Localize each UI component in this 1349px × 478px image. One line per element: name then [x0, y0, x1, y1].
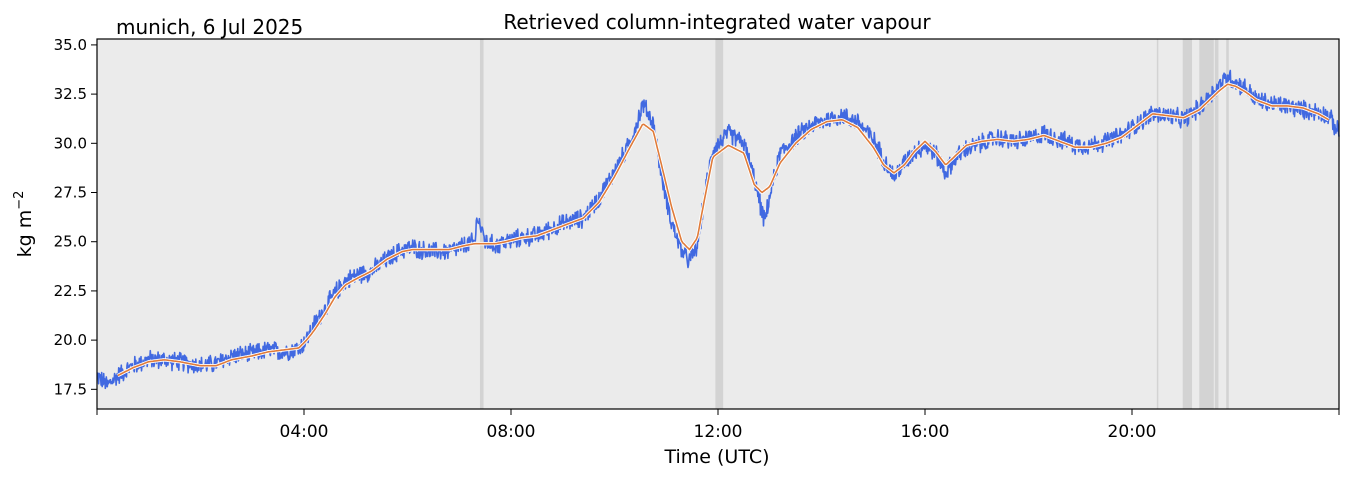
- y-axis-label: kg m−2: [12, 191, 36, 258]
- chart-title: Retrieved column-integrated water vapour: [503, 10, 931, 34]
- y-axis-label-exponent: −2: [12, 191, 27, 210]
- y-tick-label: 35.0: [54, 36, 87, 54]
- gap-band-5: [1214, 39, 1219, 409]
- x-axis-label: Time (UTC): [663, 446, 769, 468]
- y-tick-label: 17.5: [54, 380, 87, 398]
- y-tick-label: 27.5: [54, 184, 87, 202]
- gap-band-3: [1182, 39, 1193, 409]
- x-tick-label: 12:00: [694, 422, 743, 442]
- gap-band-6: [1226, 39, 1229, 409]
- location-date-label: munich, 6 Jul 2025: [116, 15, 303, 39]
- gap-band-0: [479, 39, 484, 409]
- smoothed-series-line: [117, 83, 1330, 377]
- x-tick-label: 20:00: [1108, 422, 1157, 442]
- y-tick-label: 30.0: [54, 134, 87, 152]
- gap-shading-group: [479, 39, 1229, 409]
- smoothed-series-group: [116, 82, 1330, 378]
- gap-band-1: [715, 39, 724, 409]
- x-tick-label: 08:00: [487, 422, 536, 442]
- raw-series-line: [96, 69, 1340, 390]
- y-tick-label: 20.0: [54, 331, 87, 349]
- x-axis: 04:00 08:00 12:00 16:00 20:00: [96, 409, 1340, 442]
- y-tick-label: 25.0: [54, 233, 87, 251]
- y-tick-label: 22.5: [54, 282, 87, 300]
- y-tick-label: 32.5: [54, 85, 87, 103]
- x-tick-label: 04:00: [280, 422, 329, 442]
- x-tick-label: 16:00: [901, 422, 950, 442]
- gap-band-4: [1199, 39, 1214, 409]
- y-axis-label-unit: kg m: [14, 210, 36, 258]
- gap-band-2: [1156, 39, 1159, 409]
- raw-series-group: [96, 69, 1340, 390]
- y-axis: 17.5 20.0 22.5 25.0 27.5 30.0 32.5 35.0: [54, 36, 97, 398]
